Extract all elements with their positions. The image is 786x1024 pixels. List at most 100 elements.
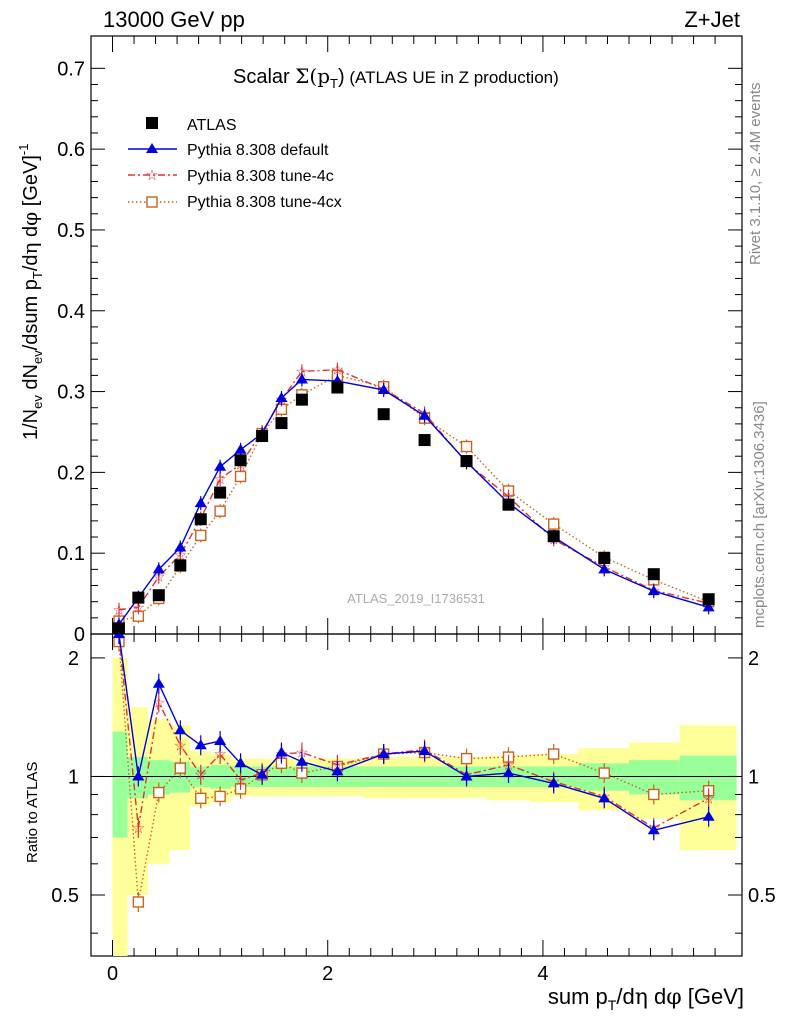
main-y-axis-label: 1/Nev dNev/dsum pT/dη dφ [GeV]-1 bbox=[16, 144, 45, 440]
ratio-y-tick-label-right: 0.5 bbox=[748, 885, 776, 907]
ratio-point bbox=[460, 752, 473, 765]
data-point bbox=[275, 417, 288, 430]
main-series: ☆☆☆☆☆☆☆☆☆☆☆☆☆☆☆☆☆☆☆ bbox=[112, 361, 715, 634]
ratio-point bbox=[132, 770, 145, 781]
data-point bbox=[418, 409, 431, 420]
ratio-point bbox=[152, 677, 165, 688]
data-point bbox=[234, 470, 247, 483]
series-line bbox=[118, 374, 709, 622]
legend: ATLAS Pythia 8.308 default ☆ Pythia 8.30… bbox=[128, 117, 342, 211]
ratio-point bbox=[702, 810, 715, 821]
legend-marker-default bbox=[146, 143, 158, 153]
ratio-point bbox=[598, 792, 611, 803]
data-point bbox=[702, 593, 715, 606]
data-point bbox=[112, 622, 125, 634]
data-point bbox=[647, 568, 660, 581]
ratio-point bbox=[647, 824, 660, 835]
ratio-point bbox=[275, 746, 288, 757]
ratio-point: ☆ bbox=[702, 789, 715, 807]
main-y-tick-label: 0.1 bbox=[57, 543, 85, 565]
energy-label: 13000 GeV pp bbox=[103, 7, 245, 32]
data-point bbox=[194, 513, 207, 526]
main-y-tick-label: 0.5 bbox=[57, 220, 85, 242]
ratio-point bbox=[418, 745, 431, 756]
ratio-point bbox=[502, 767, 515, 778]
data-point: ☆ bbox=[331, 361, 344, 379]
legend-label-default: Pythia 8.308 default bbox=[187, 142, 329, 159]
data-point bbox=[460, 440, 473, 453]
data-point bbox=[214, 486, 227, 499]
svg-text:1/Nev dNev/dsum pT/dη dφ [GeV]: 1/Nev dNev/dsum pT/dη dφ [GeV]-1 bbox=[16, 144, 45, 440]
ratio-y-axis-label: Ratio to ATLAS bbox=[24, 762, 41, 863]
mcplots-label: mcplots.cern.ch [arXiv:1306.3436] bbox=[751, 401, 768, 628]
ratio-point: ☆ bbox=[194, 766, 207, 784]
data-point bbox=[377, 383, 390, 394]
ratio-point: ☆ bbox=[174, 736, 187, 754]
data-point bbox=[275, 392, 288, 403]
ratio-y-tick-label: 1 bbox=[68, 766, 79, 788]
plot-title: Scalar Σ(pT) (ATLAS UE in Z production) bbox=[233, 64, 559, 91]
rivet-version-label: Rivet 3.1.10, ≥ 2.4M events bbox=[747, 83, 764, 266]
ratio-point: ☆ bbox=[132, 819, 145, 837]
band-inner bbox=[112, 731, 128, 838]
main-series-0 bbox=[112, 381, 715, 634]
ratio-series-0 bbox=[112, 634, 715, 841]
data-point bbox=[647, 585, 660, 596]
legend-marker-4cx bbox=[146, 196, 158, 208]
main-y-tick-label: 0.6 bbox=[57, 139, 85, 161]
data-point bbox=[195, 529, 207, 542]
data-point bbox=[214, 505, 226, 517]
data-point bbox=[418, 434, 431, 447]
ratio-point bbox=[547, 777, 560, 788]
data-point bbox=[295, 373, 308, 384]
ratio-point bbox=[214, 735, 227, 746]
data-point bbox=[194, 497, 207, 508]
data-point bbox=[598, 563, 611, 574]
ratio-y-tick-label-right: 1 bbox=[748, 766, 759, 788]
data-point bbox=[132, 591, 145, 604]
ratio-point: ☆ bbox=[234, 771, 247, 789]
ratio-point bbox=[214, 790, 226, 803]
ratio-point bbox=[295, 755, 308, 766]
x-tick-label: 4 bbox=[537, 963, 548, 985]
data-point bbox=[152, 563, 165, 574]
legend-label-4c: Pythia 8.308 tune-4c bbox=[187, 168, 334, 185]
ratio-panel-frame bbox=[90, 633, 743, 957]
x-tick-label: 0 bbox=[107, 963, 118, 985]
legend-marker-atlas bbox=[146, 117, 158, 129]
ratio-uncertainty-bands bbox=[112, 657, 737, 956]
ratio-point bbox=[598, 767, 610, 779]
x-axis-label: sum pT/dη dφ [GeV] bbox=[548, 984, 744, 1013]
data-point bbox=[214, 460, 227, 471]
data-point bbox=[702, 601, 715, 612]
ratio-series: ☆☆☆☆☆☆☆☆☆☆☆☆☆☆☆☆☆☆☆ bbox=[112, 634, 715, 912]
ratio-point bbox=[195, 792, 207, 805]
series-line bbox=[118, 378, 709, 625]
data-point bbox=[377, 408, 390, 421]
ratio-y-tick-label: 0.5 bbox=[51, 885, 79, 907]
axis-ticks bbox=[91, 36, 742, 956]
data-point: ☆ bbox=[295, 362, 308, 380]
data-point: ☆ bbox=[112, 601, 125, 619]
ratio-point bbox=[174, 762, 187, 774]
data-point bbox=[152, 589, 165, 602]
data-point bbox=[598, 552, 611, 565]
main-y-tick-label: 0.3 bbox=[57, 382, 85, 404]
x-tick-label: 2 bbox=[322, 963, 333, 985]
ratio-point bbox=[194, 739, 207, 750]
legend-label-4cx: Pythia 8.308 tune-4cx bbox=[187, 194, 342, 211]
data-point bbox=[174, 559, 187, 572]
data-point bbox=[234, 454, 247, 467]
data-point bbox=[331, 381, 344, 394]
data-point bbox=[295, 393, 308, 406]
ratio-point bbox=[153, 786, 165, 799]
ratio-y-tick-label: 2 bbox=[68, 648, 79, 670]
ratio-point bbox=[132, 896, 145, 908]
ratio-point bbox=[648, 788, 660, 801]
main-y-tick-label: 0.7 bbox=[57, 58, 85, 80]
ratio-point bbox=[331, 765, 344, 776]
data-point bbox=[460, 455, 473, 468]
ratio-y-tick-label-right: 2 bbox=[748, 648, 759, 670]
data-point bbox=[256, 430, 269, 443]
